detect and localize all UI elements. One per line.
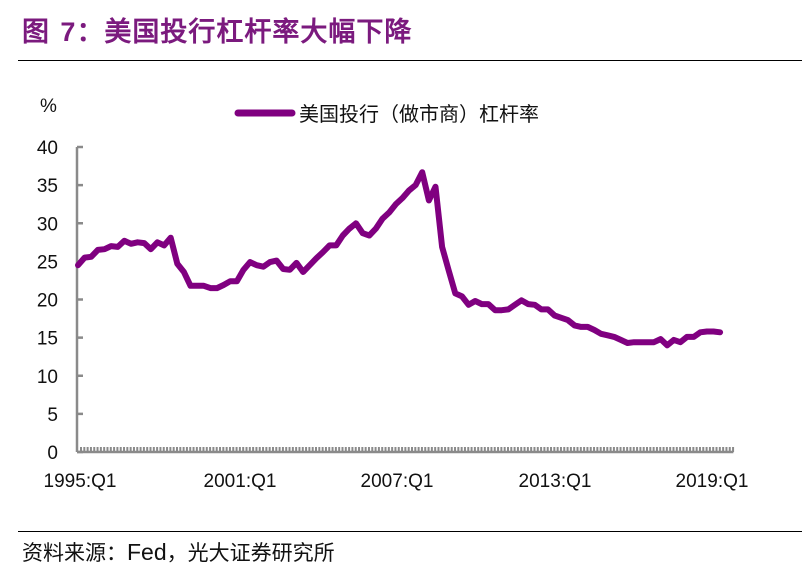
y-axis-unit-label: %	[40, 96, 57, 117]
svg-text:0: 0	[47, 443, 58, 464]
svg-text:30: 30	[37, 214, 58, 235]
legend-label: 美国投行（做市商）杠杆率	[299, 102, 539, 126]
svg-text:20: 20	[37, 291, 58, 312]
svg-text:2007:Q1: 2007:Q1	[361, 471, 434, 492]
source-note: 资料来源：Fed，光大证券研究所	[22, 537, 335, 567]
line-chart: % 美国投行（做市商）杠杆率 0 5 10 15 20 25 30 35 40 1995:Q1 2…	[37, 96, 749, 492]
figure-title-text: ：美国投行杠杆率大幅下降	[76, 17, 413, 48]
top-divider	[18, 60, 802, 61]
svg-text:2013:Q1: 2013:Q1	[519, 471, 592, 492]
chart-legend: 美国投行（做市商）杠杆率	[234, 102, 539, 126]
svg-text:15: 15	[37, 329, 58, 350]
svg-text:5: 5	[47, 405, 58, 426]
figure-title-prefix: 图	[22, 17, 61, 48]
series-line-leverage-ratio	[75, 169, 724, 349]
figure-title: 图 7：美国投行杠杆率大幅下降	[22, 10, 412, 49]
x-axis: 1995:Q1 2001:Q1 2007:Q1 2013:Q1 2019:Q1	[44, 447, 749, 492]
svg-text:2019:Q1: 2019:Q1	[676, 471, 749, 492]
svg-text:40: 40	[37, 138, 58, 159]
source-latin: Fed	[127, 539, 167, 565]
source-suffix: ，光大证券研究所	[166, 541, 335, 565]
figure-title-number: 7	[60, 17, 77, 47]
svg-text:35: 35	[37, 176, 58, 197]
svg-text:25: 25	[37, 252, 58, 273]
svg-text:1995:Q1: 1995:Q1	[44, 471, 117, 492]
y-axis: 0 5 10 15 20 25 30 35 40	[37, 138, 83, 464]
source-prefix: 资料来源：	[22, 541, 127, 565]
bottom-divider	[18, 531, 802, 532]
svg-text:2001:Q1: 2001:Q1	[204, 471, 277, 492]
svg-text:10: 10	[37, 367, 58, 388]
